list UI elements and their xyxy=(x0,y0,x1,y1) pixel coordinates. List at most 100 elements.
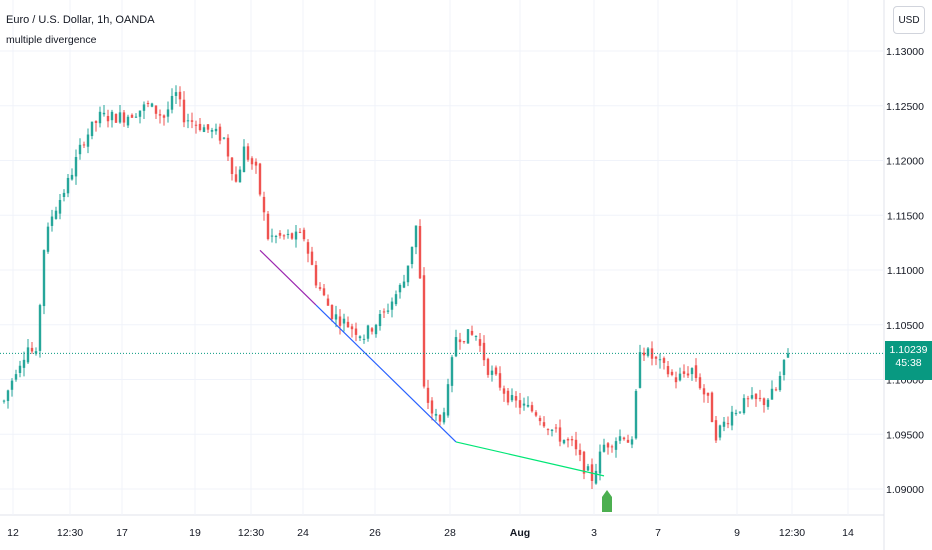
candle-body xyxy=(602,444,606,452)
candle-body xyxy=(586,466,590,471)
candle-body xyxy=(386,310,390,312)
candle-body xyxy=(446,384,450,416)
bar-countdown: 45:38 xyxy=(895,357,922,369)
candle-body xyxy=(162,115,166,118)
candle-body xyxy=(518,400,522,408)
last-price-tag: 1.10239 45:38 xyxy=(885,341,932,380)
candle-body xyxy=(202,127,206,132)
candle-body xyxy=(6,390,10,401)
candle-body xyxy=(554,427,558,429)
candle-body xyxy=(582,451,586,474)
candle-body xyxy=(630,439,634,445)
candle-body xyxy=(326,298,330,306)
candle-body xyxy=(302,229,306,240)
candle-body xyxy=(250,158,254,165)
x-tick-label: 12:30 xyxy=(238,527,264,539)
candle-body xyxy=(434,413,438,416)
candle-body xyxy=(714,420,718,441)
candle-body xyxy=(654,356,658,359)
x-tick-label: 12 xyxy=(7,527,19,539)
candle-body xyxy=(742,398,746,414)
candle-body xyxy=(38,305,42,351)
candle-body xyxy=(298,231,302,233)
y-tick-label: 1.10500 xyxy=(886,320,924,332)
candle-body xyxy=(734,412,738,414)
candle-body xyxy=(502,388,506,394)
candle-body xyxy=(390,301,394,310)
candle-body xyxy=(462,341,466,343)
candle-body xyxy=(606,443,610,448)
candle-body xyxy=(750,395,754,399)
x-tick-label: 7 xyxy=(655,527,661,539)
candle-body xyxy=(538,417,542,422)
x-tick-label: 26 xyxy=(369,527,381,539)
candle-body xyxy=(198,123,202,131)
candle-body xyxy=(550,429,554,432)
candle-body xyxy=(418,226,422,279)
y-tick-label: 1.11000 xyxy=(887,265,924,277)
candle-body xyxy=(762,398,766,406)
divergence-divergence-line xyxy=(315,304,457,443)
candle-body xyxy=(430,400,434,414)
candle-body xyxy=(494,367,498,375)
candle-body xyxy=(566,439,570,441)
candle-body xyxy=(94,121,98,123)
candle-body xyxy=(330,304,334,320)
candle-body xyxy=(22,359,26,368)
candle-body xyxy=(690,368,694,375)
candle-body xyxy=(670,371,674,375)
candle-body xyxy=(738,411,742,413)
candle-body xyxy=(102,112,106,115)
x-tick-label: 19 xyxy=(189,527,201,539)
candle-body xyxy=(62,192,66,197)
candle-body xyxy=(458,339,462,343)
candle-body xyxy=(774,389,778,391)
y-tick-label: 1.12000 xyxy=(886,156,924,168)
candle-body xyxy=(398,284,402,293)
candle-body xyxy=(674,377,678,383)
candle-body xyxy=(530,405,534,412)
candle-body xyxy=(702,388,706,395)
candle-body xyxy=(746,398,750,400)
indicator-name: multiple divergence xyxy=(6,34,97,46)
bearish-divergence-line xyxy=(259,249,317,306)
candle-body xyxy=(478,339,482,346)
candle-body xyxy=(454,337,458,357)
candle-body xyxy=(350,326,354,330)
candle-body xyxy=(678,373,682,381)
candle-body xyxy=(594,470,598,484)
candle-body xyxy=(130,114,134,118)
candle-body xyxy=(598,451,602,474)
candle-body xyxy=(754,393,758,400)
candle-body xyxy=(410,246,414,265)
price-axis-area xyxy=(884,0,932,550)
chart-legend: Euro / U.S. Dollar, 1h, OANDA multiple d… xyxy=(6,10,155,50)
candle-body xyxy=(366,325,370,339)
x-tick-label: 28 xyxy=(444,527,456,539)
candle-body xyxy=(526,404,530,407)
candle-body xyxy=(346,321,350,328)
candle-body xyxy=(42,250,46,307)
candle-body xyxy=(382,311,386,313)
candle-body xyxy=(558,427,562,442)
candle-body xyxy=(10,380,14,390)
candle-body xyxy=(78,144,82,155)
candle-body xyxy=(18,365,22,373)
x-tick-label: 9 xyxy=(734,527,740,539)
candle-body xyxy=(422,275,426,387)
candle-body xyxy=(498,373,502,388)
x-tick-label: 3 xyxy=(591,527,597,539)
candle-body xyxy=(534,412,538,416)
currency-button[interactable]: USD xyxy=(893,6,925,34)
candle-body xyxy=(610,446,614,448)
candle-body xyxy=(294,231,298,240)
candle-body xyxy=(82,144,86,146)
candle-body xyxy=(90,121,94,137)
candle-body xyxy=(474,336,478,338)
candle-body xyxy=(522,403,526,406)
y-tick-label: 1.09000 xyxy=(886,484,924,496)
candle-body xyxy=(778,375,782,391)
candle-body xyxy=(110,111,114,121)
symbol-title: Euro / U.S. Dollar, 1h, OANDA xyxy=(6,14,155,26)
